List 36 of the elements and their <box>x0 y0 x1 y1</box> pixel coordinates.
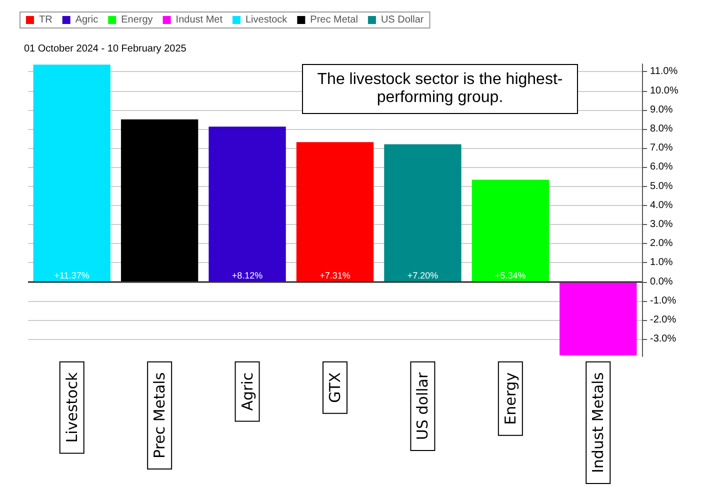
x-tick-label: Livestock <box>62 372 81 443</box>
y-tick-label: 6.0% <box>650 162 673 173</box>
y-tick-label: 7.0% <box>650 142 673 154</box>
data-label: +11.37% <box>54 270 90 280</box>
legend-label: Energy <box>121 14 153 26</box>
legend-label: Agric <box>75 14 98 26</box>
data-label: +7.31% <box>320 270 350 280</box>
y-tick-label: 9.0% <box>650 104 673 116</box>
x-tick-label: Indust Metals <box>589 372 608 474</box>
x-tick-label: Prec Metals <box>150 372 169 458</box>
legend-label: US Dollar <box>380 14 424 26</box>
y-tick-label: -1.0% <box>650 295 676 306</box>
y-tick-label: 3.0% <box>650 219 673 230</box>
y-tick-label: -3.0% <box>650 334 676 345</box>
y-tick-label: 0.0% <box>650 276 673 288</box>
y-tick-label: 10.0% <box>650 85 678 96</box>
y-tick-label: 8.0% <box>650 123 673 134</box>
x-tick-label: Energy <box>501 372 520 425</box>
legend-label: Prec Metal <box>310 14 358 26</box>
chart-subtitle: 01 October 2024 - 10 February 2025 <box>24 44 187 54</box>
y-tick-label: 5.0% <box>650 180 673 192</box>
y-tick-label: -2.0% <box>650 314 676 326</box>
y-tick-label: 2.0% <box>650 238 673 250</box>
note-box: The livestock sector is the highest-performing group. <box>302 64 578 114</box>
data-label: +8.12% <box>232 270 263 280</box>
data-label: +7.20% <box>407 270 438 280</box>
y-tick-label: 4.0% <box>650 200 673 211</box>
legend-label: Indust Met <box>176 14 223 26</box>
x-tick-label: Agric <box>238 372 256 411</box>
legend-label: TR <box>39 14 52 26</box>
y-tick-label: 11.0% <box>650 66 678 78</box>
legend-label: Livestock <box>245 14 288 26</box>
y-tick-label: 1.0% <box>650 257 673 268</box>
x-tick-label: US dollar <box>414 372 432 440</box>
x-tick-label: GTX <box>326 372 344 403</box>
data-label: +5.34% <box>495 270 526 280</box>
